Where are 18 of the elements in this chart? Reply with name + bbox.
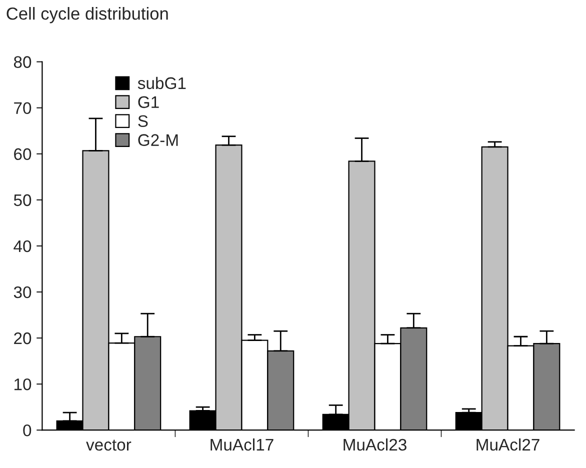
y-tick-label: 60	[14, 148, 32, 160]
legend-label: subG1	[138, 76, 186, 90]
x-tick-label: MuAcl23	[344, 438, 406, 451]
y-tick-label: 30	[14, 286, 32, 298]
y-tick-label: 70	[14, 102, 32, 114]
x-tick-label: MuAcl27	[476, 438, 540, 451]
y-tick-label: 20	[14, 332, 32, 344]
x-tick-label: vector	[86, 440, 132, 451]
y-tick-label: 0	[23, 424, 32, 436]
y-tick-label: 10	[14, 378, 32, 390]
legend-label: G2-M	[138, 134, 178, 146]
x-tick-label: MuAcl17	[210, 438, 274, 451]
y-tick-label: 80	[14, 56, 32, 68]
y-tick-label: 50	[14, 194, 32, 206]
legend-label: G1	[138, 96, 159, 108]
chart-title: Cell cycle distribution	[6, 7, 168, 24]
y-tick-label: 40	[14, 240, 32, 252]
legend-label: S	[138, 115, 148, 128]
